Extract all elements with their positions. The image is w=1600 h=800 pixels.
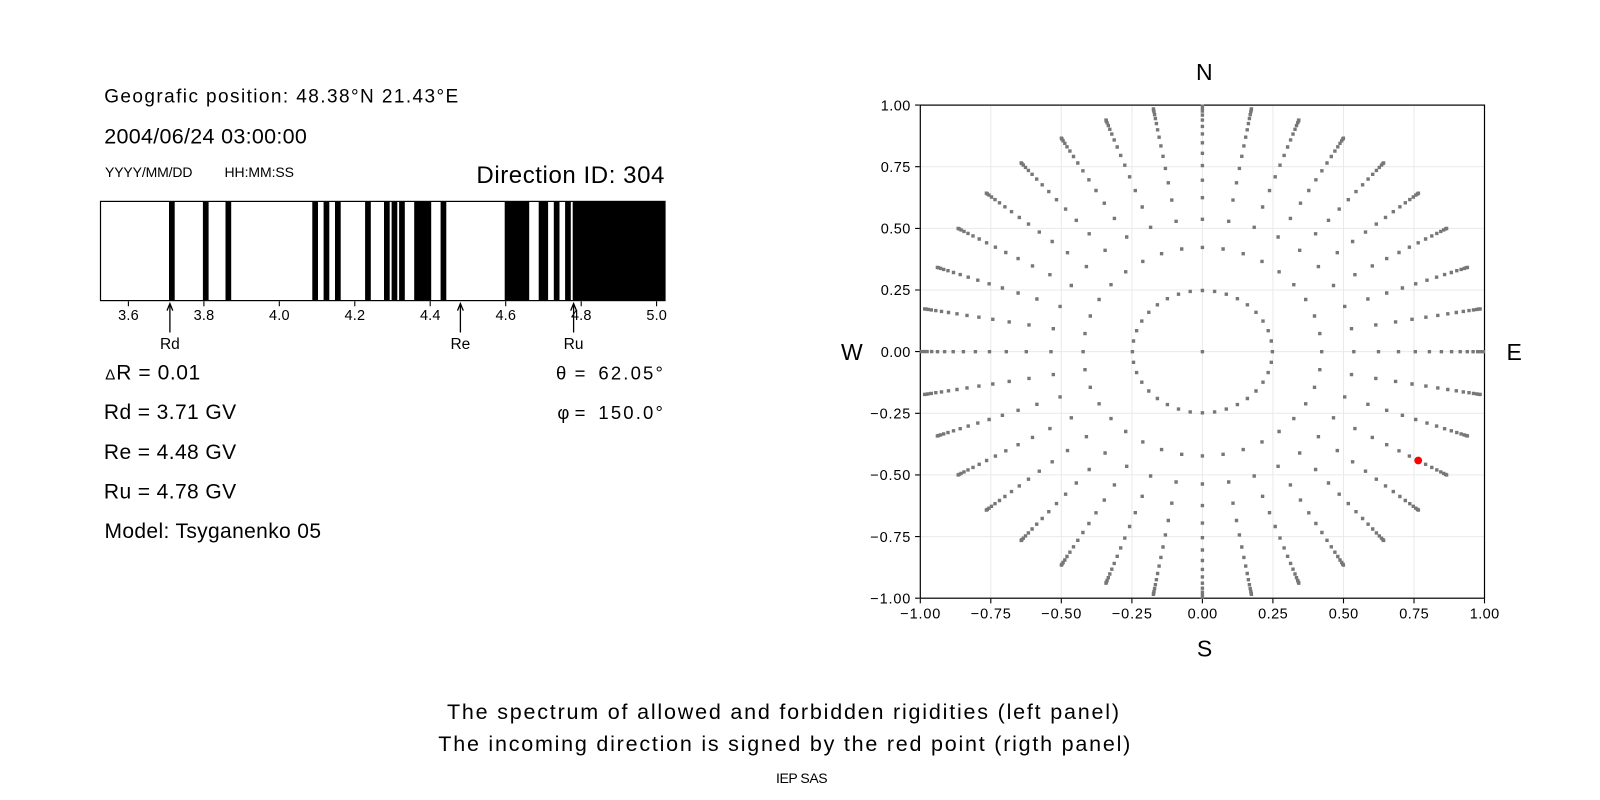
svg-text:−0.25: −0.25 xyxy=(1112,606,1152,622)
svg-text:IEP SAS: IEP SAS xyxy=(776,770,828,786)
svg-text:0.00: 0.00 xyxy=(881,345,911,361)
svg-text:Ru: Ru xyxy=(564,336,584,353)
svg-text:0.00: 0.00 xyxy=(1188,606,1218,622)
svg-text:−1.00: −1.00 xyxy=(870,591,910,607)
svg-text:−1.00: −1.00 xyxy=(900,606,940,622)
svg-text:−0.50: −0.50 xyxy=(1041,606,1081,622)
svg-text:Re = 4.48 GV: Re = 4.48 GV xyxy=(104,441,236,464)
svg-text:−0.50: −0.50 xyxy=(870,468,910,484)
svg-text:−0.25: −0.25 xyxy=(870,407,910,423)
svg-text:4.8: 4.8 xyxy=(571,308,592,324)
svg-text:4.2: 4.2 xyxy=(345,308,366,324)
svg-text:3.8: 3.8 xyxy=(194,308,215,324)
svg-text:Rd = 3.71 GV: Rd = 3.71 GV xyxy=(104,401,236,424)
svg-text:Rd: Rd xyxy=(160,336,180,353)
svg-text:0.50: 0.50 xyxy=(881,222,911,238)
svg-text:0.50: 0.50 xyxy=(1329,606,1359,622)
svg-text:5.0: 5.0 xyxy=(646,308,667,324)
svg-text:Δ: Δ xyxy=(105,366,115,383)
svg-text:W: W xyxy=(841,339,863,365)
svg-text:Model: Tsyganenko 05: Model: Tsyganenko 05 xyxy=(105,520,322,543)
svg-text:2004/06/24 03:00:00: 2004/06/24 03:00:00 xyxy=(104,125,307,149)
svg-text:4.4: 4.4 xyxy=(420,308,441,324)
svg-text:4.6: 4.6 xyxy=(495,308,516,324)
svg-text:R = 0.01: R = 0.01 xyxy=(116,361,200,384)
svg-text:=: = xyxy=(575,362,586,383)
svg-text:N: N xyxy=(1196,59,1213,85)
svg-text:62.05°: 62.05° xyxy=(598,362,663,383)
svg-text:1.00: 1.00 xyxy=(881,98,911,114)
svg-text:The spectrum of allowed and fo: The spectrum of allowed and forbidden ri… xyxy=(447,700,1119,724)
svg-text:Direction ID: 304: Direction ID: 304 xyxy=(476,162,664,189)
svg-text:−0.75: −0.75 xyxy=(870,530,910,546)
svg-text:Geografic position: 48.38°N 21: Geografic position: 48.38°N 21.43°E xyxy=(104,87,458,108)
svg-text:0.75: 0.75 xyxy=(881,160,911,176)
svg-text:E: E xyxy=(1507,339,1522,365)
svg-text:0.75: 0.75 xyxy=(1399,606,1429,622)
svg-text:3.6: 3.6 xyxy=(118,308,139,324)
svg-text:0.25: 0.25 xyxy=(881,283,911,299)
svg-text:HH:MM:SS: HH:MM:SS xyxy=(225,164,295,180)
svg-text:S: S xyxy=(1197,635,1212,661)
svg-text:φ: φ xyxy=(557,402,569,423)
svg-text:The incoming direction is sign: The incoming direction is signed by the … xyxy=(438,732,1130,756)
svg-text:1.00: 1.00 xyxy=(1470,606,1500,622)
svg-text:150.0°: 150.0° xyxy=(598,402,663,423)
svg-text:0.25: 0.25 xyxy=(1258,606,1288,622)
svg-text:θ: θ xyxy=(556,362,566,383)
svg-text:4.0: 4.0 xyxy=(269,308,290,324)
svg-text:Ru = 4.78 GV: Ru = 4.78 GV xyxy=(104,480,236,503)
svg-text:Re: Re xyxy=(450,336,470,353)
svg-text:=: = xyxy=(575,402,586,423)
svg-text:YYYY/MM/DD: YYYY/MM/DD xyxy=(105,164,193,180)
svg-text:−0.75: −0.75 xyxy=(971,606,1011,622)
